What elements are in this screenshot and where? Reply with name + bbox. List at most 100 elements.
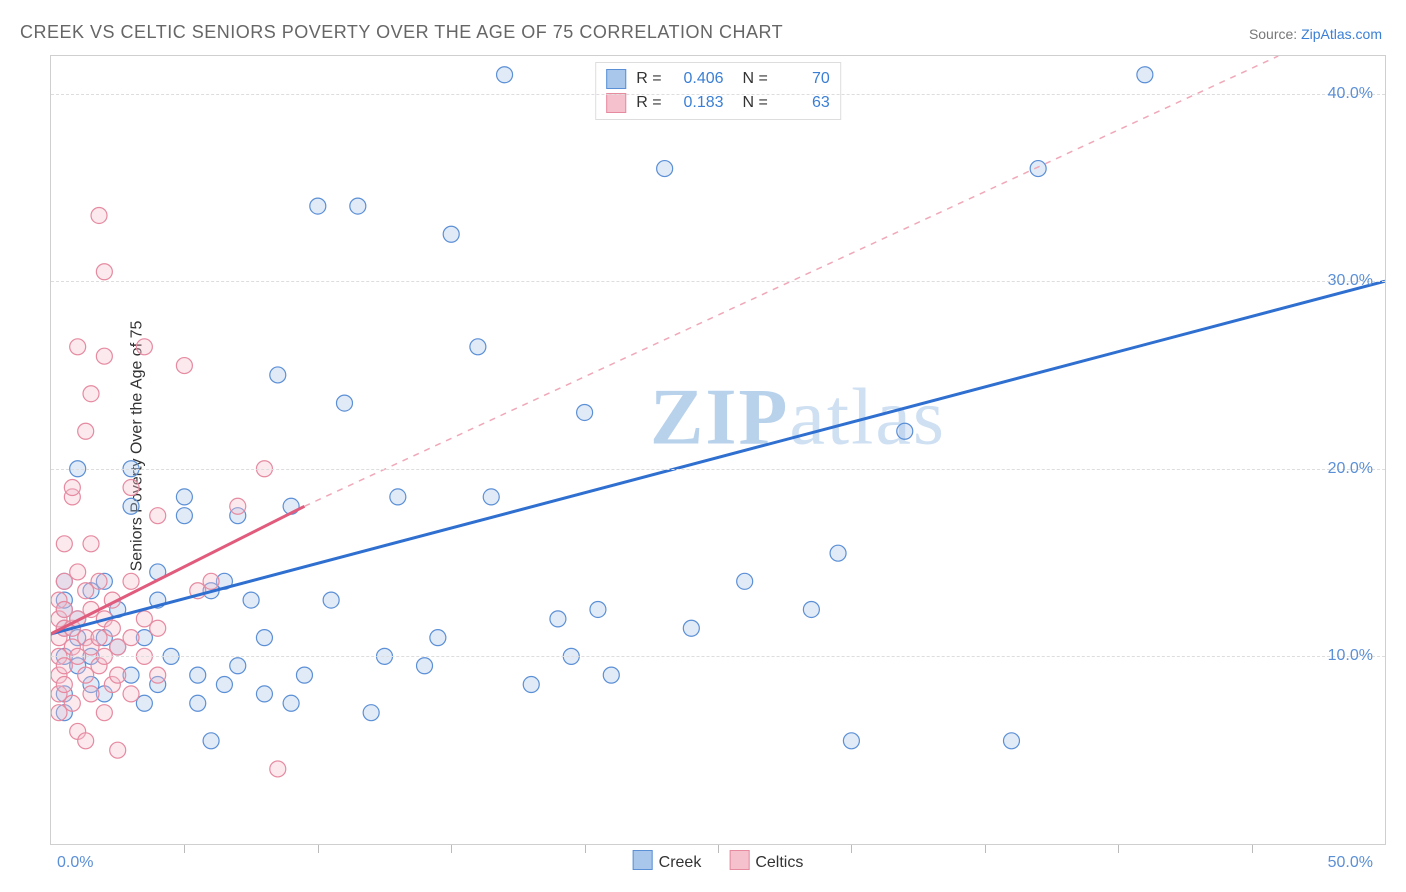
data-point — [577, 404, 593, 420]
data-point — [96, 705, 112, 721]
legend-bottom: Creek Celtics — [633, 850, 804, 872]
y-tick-label: 30.0% — [1328, 272, 1373, 290]
data-point — [110, 742, 126, 758]
data-point — [497, 67, 513, 83]
data-point — [657, 161, 673, 177]
data-point — [323, 592, 339, 608]
data-point — [470, 339, 486, 355]
data-point — [78, 667, 94, 683]
data-point — [56, 536, 72, 552]
legend-label: Creek — [659, 854, 702, 871]
legend-swatch — [729, 850, 749, 870]
data-point — [78, 583, 94, 599]
x-tick — [851, 845, 852, 853]
x-tick — [585, 845, 586, 853]
data-point — [136, 695, 152, 711]
data-point — [64, 480, 80, 496]
data-point — [176, 358, 192, 374]
data-point — [91, 573, 107, 589]
chart-title: CREEK VS CELTIC SENIORS POVERTY OVER THE… — [20, 22, 783, 43]
data-point — [123, 498, 139, 514]
data-point — [51, 705, 67, 721]
stat-r-value: 0.406 — [672, 67, 724, 91]
data-point — [123, 573, 139, 589]
data-point — [216, 677, 232, 693]
data-point — [230, 658, 246, 674]
data-point — [104, 620, 120, 636]
correlation-stats-box: R = 0.406 N = 70R = 0.183 N = 63 — [595, 62, 841, 120]
stats-row: R =0.406 N =70 — [606, 67, 830, 91]
data-point — [78, 423, 94, 439]
data-point — [83, 536, 99, 552]
data-point — [203, 573, 219, 589]
stat-r-value: 0.183 — [672, 91, 724, 115]
data-point — [843, 733, 859, 749]
gridline-h — [51, 656, 1385, 657]
stat-n-value: 70 — [778, 67, 830, 91]
stat-r-label: R = — [636, 91, 661, 115]
trend-line-creek — [51, 281, 1385, 634]
data-point — [56, 573, 72, 589]
legend-item: Creek — [633, 850, 702, 872]
x-tick — [451, 845, 452, 853]
legend-swatch — [606, 69, 626, 89]
data-point — [683, 620, 699, 636]
trend-line-celtics-solid — [51, 506, 304, 634]
data-point — [483, 489, 499, 505]
data-point — [603, 667, 619, 683]
data-point — [150, 508, 166, 524]
data-point — [803, 601, 819, 617]
data-point — [91, 630, 107, 646]
source-attribution: Source: ZipAtlas.com — [1249, 26, 1382, 42]
data-point — [296, 667, 312, 683]
y-tick-label: 20.0% — [1328, 460, 1373, 478]
x-tick — [318, 845, 319, 853]
data-point — [256, 686, 272, 702]
data-point — [270, 761, 286, 777]
data-point — [91, 207, 107, 223]
source-prefix: Source: — [1249, 26, 1301, 42]
data-point — [336, 395, 352, 411]
x-axis-max-label: 50.0% — [1328, 854, 1373, 872]
stat-n-label: N = — [734, 91, 768, 115]
data-point — [150, 667, 166, 683]
gridline-h — [51, 281, 1385, 282]
data-point — [136, 339, 152, 355]
data-point — [96, 348, 112, 364]
data-point — [123, 630, 139, 646]
gridline-h — [51, 94, 1385, 95]
data-point — [190, 695, 206, 711]
data-point — [1003, 733, 1019, 749]
data-point — [56, 601, 72, 617]
data-point — [270, 367, 286, 383]
legend-item: Celtics — [729, 850, 803, 872]
gridline-h — [51, 469, 1385, 470]
data-point — [243, 592, 259, 608]
data-point — [203, 733, 219, 749]
data-point — [110, 639, 126, 655]
x-tick — [1252, 845, 1253, 853]
data-point — [176, 489, 192, 505]
stats-row: R = 0.183 N = 63 — [606, 91, 830, 115]
data-point — [430, 630, 446, 646]
data-point — [1030, 161, 1046, 177]
legend-swatch — [606, 93, 626, 113]
data-point — [230, 498, 246, 514]
x-tick — [1118, 845, 1119, 853]
chart-plot-area: ZIPatlas R =0.406 N =70R =0.183 N =63 0.… — [50, 55, 1386, 845]
source-link[interactable]: ZipAtlas.com — [1301, 26, 1382, 42]
data-point — [443, 226, 459, 242]
legend-label: Celtics — [755, 854, 803, 871]
data-point — [70, 564, 86, 580]
stat-r-label: R = — [636, 67, 661, 91]
data-point — [56, 658, 72, 674]
stat-n-value: 63 — [778, 91, 830, 115]
x-tick — [718, 845, 719, 853]
data-point — [56, 677, 72, 693]
data-point — [110, 667, 126, 683]
x-axis-min-label: 0.0% — [57, 854, 93, 872]
data-point — [283, 695, 299, 711]
x-tick — [184, 845, 185, 853]
y-tick-label: 40.0% — [1328, 85, 1373, 103]
data-point — [1137, 67, 1153, 83]
